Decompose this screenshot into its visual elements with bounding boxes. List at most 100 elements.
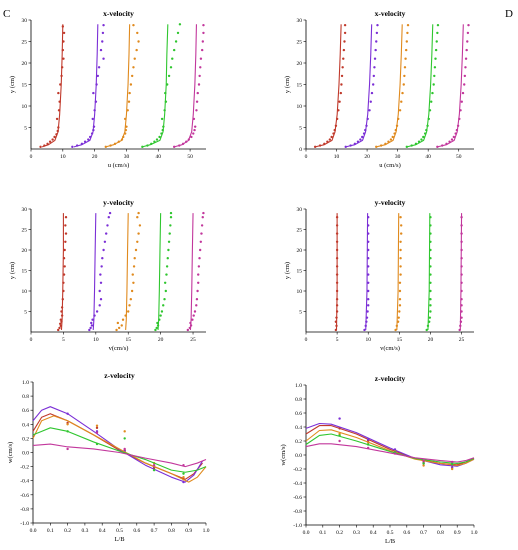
x-tick-label: 0.7	[151, 528, 158, 534]
data-point	[372, 83, 375, 86]
data-point	[101, 257, 104, 260]
data-point	[66, 412, 69, 415]
data-point	[460, 232, 463, 235]
x-tick-label: 25	[459, 337, 465, 343]
series-3	[104, 23, 140, 149]
data-point	[66, 430, 69, 433]
data-point	[160, 117, 164, 121]
data-point	[335, 240, 339, 243]
data-point	[99, 48, 103, 52]
x-axis-label: L/B	[114, 536, 125, 543]
data-point	[134, 248, 138, 252]
data-point	[399, 257, 402, 260]
data-point	[200, 48, 204, 52]
data-point	[93, 314, 96, 317]
data-point	[195, 298, 199, 301]
data-point	[121, 318, 125, 321]
data-point	[164, 289, 168, 293]
data-point	[64, 240, 67, 243]
data-point	[429, 232, 432, 235]
data-point	[460, 273, 463, 276]
y-tick-label: 5	[24, 126, 27, 132]
data-point	[95, 424, 99, 427]
data-point	[422, 135, 425, 139]
x-tick-label: 0.7	[420, 530, 427, 536]
chart-title: y-velocity	[375, 198, 406, 207]
data-point	[368, 109, 371, 112]
x-axis-label: L/B	[385, 538, 396, 545]
data-point	[338, 417, 341, 420]
data-point	[366, 443, 370, 446]
data-point	[456, 124, 460, 127]
x-tick-label: 5	[62, 337, 65, 343]
data-point	[195, 109, 198, 112]
data-point	[187, 138, 191, 141]
data-point	[433, 74, 436, 78]
data-point	[343, 23, 347, 27]
data-point	[335, 273, 339, 276]
x-tick-label: 20	[158, 337, 164, 343]
data-point	[122, 135, 125, 139]
x-tick-label: 0.3	[81, 528, 88, 534]
y-tick-label: 5	[24, 310, 27, 316]
data-point	[398, 109, 402, 112]
data-point	[460, 265, 463, 268]
data-point	[55, 117, 59, 121]
data-point	[460, 289, 463, 293]
data-point	[46, 142, 49, 146]
data-point	[404, 57, 407, 60]
chart-title: z-velocity	[104, 371, 135, 380]
data-point	[458, 117, 461, 121]
x-tick-label: 20	[428, 337, 434, 343]
series-line	[41, 24, 64, 148]
x-tick-label: 25	[190, 337, 196, 343]
data-point	[146, 144, 149, 147]
y-tick-label: 25	[297, 228, 303, 234]
data-point	[429, 216, 432, 219]
y-tick-label: 5	[299, 126, 302, 132]
data-point	[313, 145, 317, 149]
data-point	[426, 124, 429, 127]
x-tick-label: 1.0	[203, 528, 210, 534]
data-point	[174, 40, 178, 43]
data-point	[128, 91, 131, 95]
data-point	[367, 281, 370, 284]
x-axis-label: v(cm/s)	[109, 345, 129, 352]
data-point	[132, 265, 136, 268]
data-point	[199, 57, 203, 60]
chart-title: y-velocity	[103, 198, 134, 207]
data-point	[87, 138, 90, 141]
data-point	[393, 132, 396, 135]
data-point	[403, 66, 407, 69]
data-point	[349, 144, 352, 147]
data-point	[202, 31, 205, 35]
y-tick-label: 20	[297, 248, 303, 254]
series-5	[32, 431, 207, 468]
y-tick-label: 30	[297, 207, 303, 213]
x-axis-label: u (cm/s)	[108, 162, 129, 169]
data-point	[335, 304, 339, 307]
data-point	[200, 232, 203, 235]
data-point	[450, 460, 454, 464]
y-tick-label: 15	[22, 83, 28, 89]
data-point	[338, 427, 341, 430]
data-point	[406, 31, 409, 35]
data-point	[192, 314, 195, 317]
y-axis-label: y (cm)	[284, 76, 291, 93]
series-1	[305, 425, 475, 467]
data-point	[429, 224, 432, 227]
data-point	[162, 304, 165, 307]
data-point	[196, 91, 199, 95]
x-tick-label: 40	[156, 154, 162, 160]
data-point	[94, 100, 98, 103]
data-point	[367, 248, 370, 252]
data-point	[369, 100, 372, 103]
data-point	[202, 23, 205, 27]
data-point	[202, 211, 205, 215]
data-point	[186, 328, 190, 332]
data-point	[364, 128, 367, 132]
data-point	[362, 132, 366, 135]
y-tick-label: 15	[297, 269, 303, 275]
data-point	[197, 83, 201, 86]
y-tick-label: 20	[22, 248, 28, 254]
